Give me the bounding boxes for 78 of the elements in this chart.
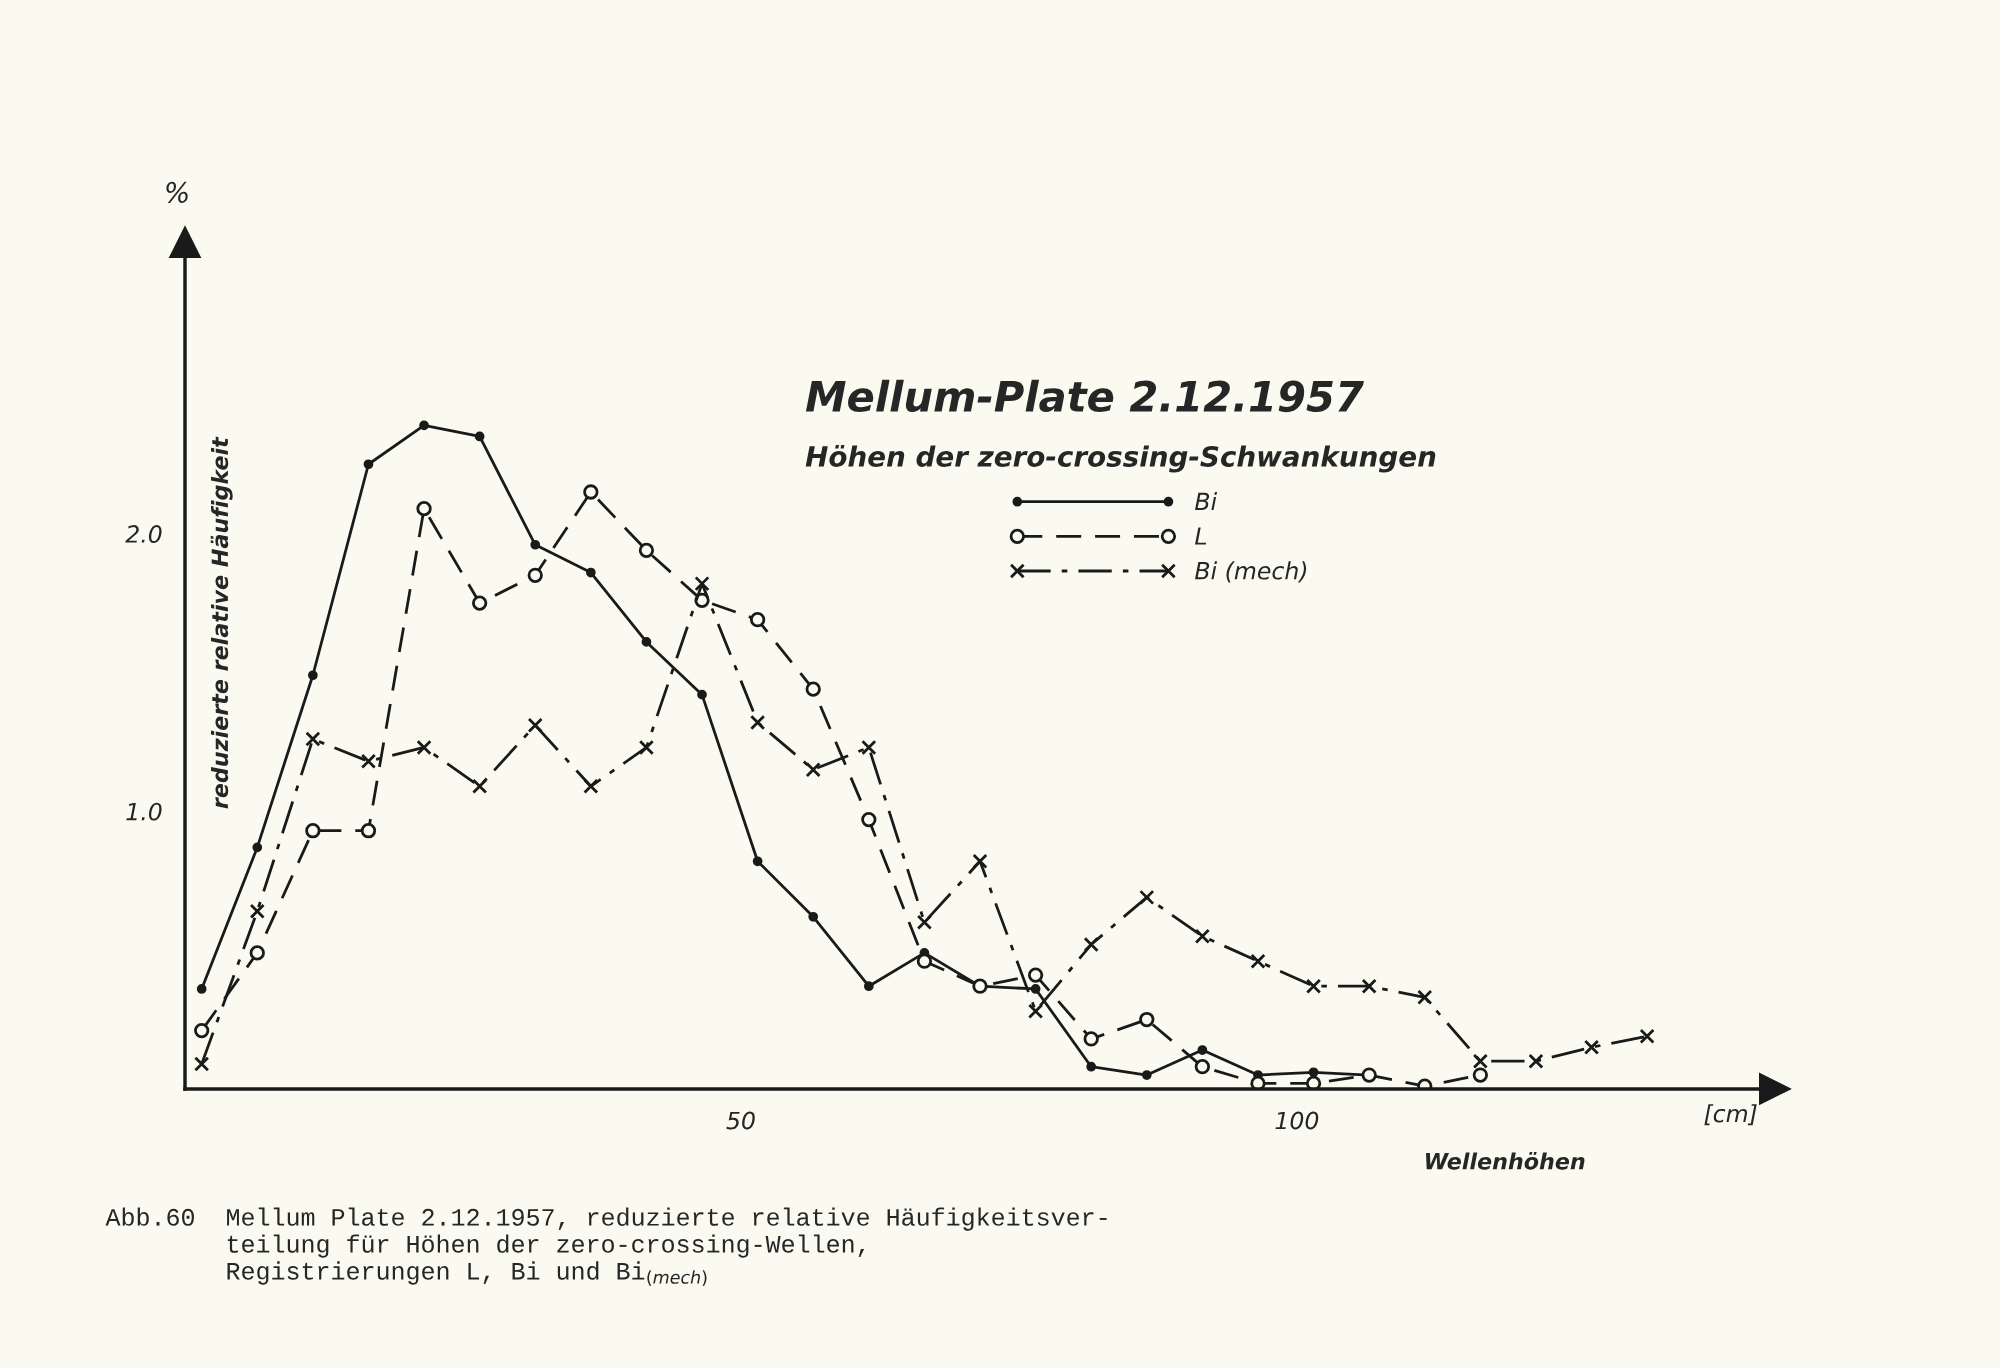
point bbox=[638, 542, 655, 558]
point bbox=[360, 823, 377, 839]
point bbox=[1030, 984, 1041, 994]
point bbox=[1250, 953, 1266, 969]
point bbox=[861, 739, 877, 756]
point bbox=[530, 539, 541, 550]
legend-label: L bbox=[1195, 527, 1207, 545]
point bbox=[1583, 1039, 1600, 1055]
point bbox=[749, 714, 766, 731]
point bbox=[694, 575, 710, 592]
legend-label: Bi (mech) bbox=[1195, 561, 1307, 583]
point bbox=[252, 842, 263, 853]
text: % bbox=[166, 181, 188, 203]
text: [cm] bbox=[1704, 1104, 1757, 1126]
point bbox=[583, 778, 599, 794]
text: Höhen der zero-crossing-Schwankungen bbox=[805, 445, 1436, 473]
point bbox=[1194, 1059, 1211, 1075]
caption: Abb.60 Mellum Plate 2.12.1957, reduzierte relative Häufigkeitsver- teilung für Höhen der zero-crossing-Wellen, Registrierungen L, Bi und Bi$_{(mech)}$ bbox=[105, 1207, 1107, 1286]
point bbox=[527, 717, 543, 733]
x-axis-title: Wellenhöhen bbox=[1426, 1152, 1585, 1170]
point bbox=[527, 567, 543, 583]
point bbox=[808, 911, 819, 922]
point bbox=[474, 431, 485, 442]
point bbox=[972, 853, 988, 869]
point bbox=[1305, 978, 1322, 994]
y-tick-label: 1.0 bbox=[126, 802, 162, 821]
point bbox=[752, 856, 763, 867]
point bbox=[196, 984, 207, 994]
point bbox=[472, 595, 488, 611]
x-tick-label: 50 bbox=[726, 1111, 755, 1130]
point bbox=[472, 778, 488, 794]
point bbox=[249, 945, 265, 961]
point bbox=[1472, 1053, 1488, 1069]
point bbox=[419, 420, 429, 431]
point bbox=[194, 1056, 210, 1072]
point bbox=[805, 762, 821, 778]
point bbox=[697, 689, 707, 700]
point bbox=[363, 459, 374, 470]
point bbox=[1027, 1003, 1044, 1019]
point bbox=[583, 484, 599, 500]
text: Mellum-Plate 2.12.1957 bbox=[805, 379, 1364, 413]
point bbox=[305, 823, 321, 839]
point bbox=[308, 670, 318, 681]
point bbox=[861, 811, 877, 828]
x-tick-label: 100 bbox=[1275, 1111, 1319, 1130]
point bbox=[1027, 967, 1044, 983]
point bbox=[1083, 1031, 1099, 1047]
point bbox=[1639, 1028, 1655, 1044]
point bbox=[749, 612, 766, 628]
point bbox=[805, 681, 821, 697]
point bbox=[585, 567, 596, 578]
point bbox=[1194, 928, 1211, 944]
point bbox=[249, 903, 265, 919]
point bbox=[1528, 1053, 1544, 1069]
point bbox=[1197, 1045, 1208, 1055]
point bbox=[1472, 1067, 1488, 1083]
point bbox=[1141, 1070, 1152, 1080]
point bbox=[638, 739, 655, 756]
point bbox=[1417, 989, 1433, 1005]
point bbox=[1361, 978, 1377, 994]
y-tick-label: 2.0 bbox=[125, 525, 162, 543]
point bbox=[194, 1022, 210, 1039]
legend-label: Bi bbox=[1195, 492, 1218, 510]
point bbox=[1250, 1075, 1266, 1089]
point bbox=[1139, 1011, 1155, 1028]
point bbox=[1086, 1061, 1097, 1072]
point bbox=[1305, 1075, 1322, 1089]
point bbox=[1139, 889, 1155, 905]
point bbox=[916, 914, 933, 930]
point bbox=[1308, 1067, 1319, 1078]
y-axis-title: reduzierte relative Häufigkeit bbox=[210, 436, 233, 809]
point bbox=[641, 637, 652, 647]
point bbox=[305, 731, 321, 747]
point bbox=[416, 739, 432, 756]
point bbox=[863, 981, 874, 992]
point bbox=[1083, 936, 1099, 953]
point bbox=[360, 753, 377, 769]
point bbox=[416, 501, 432, 517]
